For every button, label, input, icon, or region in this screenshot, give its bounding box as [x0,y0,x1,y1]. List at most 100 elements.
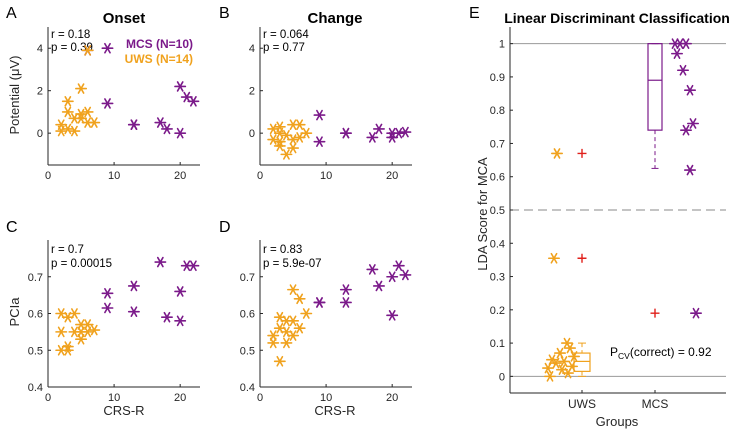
x-tick-label-d: 20 [386,392,398,404]
y-tick-label-a: 0 [37,128,43,140]
point-c-uws [81,326,94,338]
point-e-uws [548,252,560,264]
stat-r-d: r = 0.83 [263,244,302,256]
point-d-mcs [386,271,399,283]
point-e-uws [558,356,570,367]
point-d-mcs [386,310,399,321]
point-b-uws [267,134,280,145]
point-c-mcs [127,280,140,292]
point-d-mcs [399,269,412,281]
pcv-sub: CV [618,351,630,361]
point-e-uws [550,357,562,369]
point-d-mcs [392,260,405,272]
y-tick-label-c: 0.7 [28,272,43,284]
y-tick-label-e: 0.5 [490,205,505,217]
point-c-uws [68,308,81,319]
stat-r-a: r = 0.18 [51,29,90,41]
outlier-uws [577,148,587,158]
point-a-mcs [101,42,114,54]
x-tick-label-b: 0 [257,170,263,182]
y-tick-label-e: 0.2 [490,305,505,317]
point-a-mcs [127,119,140,130]
point-c-mcs [174,315,187,327]
point-d-mcs [339,297,352,308]
y-tick-label-d: 0.7 [240,272,255,284]
point-b-mcs [366,132,379,143]
point-b-mcs [392,127,405,139]
point-b-uws [273,140,286,152]
y-tick-label-b: 2 [249,86,255,98]
point-d-uws [280,337,293,349]
title-change: Change [307,10,362,27]
pcv-annotation: PCV(correct) = 0.92 [610,345,712,361]
x-tick-label-e: MCS [642,397,669,411]
stat-p-d: p = 5.9e-07 [263,258,322,270]
point-e-uws [544,371,556,382]
point-b-mcs [313,136,326,147]
point-d-uws [287,330,300,341]
pcv-rest: (correct) = 0.92 [630,345,712,359]
x-tick-label-d: 0 [257,392,263,404]
point-a-uws [81,106,94,118]
point-c-mcs [154,256,167,268]
stat-p-b: p = 0.77 [263,42,305,54]
x-tick-label-a: 0 [45,170,51,182]
y-tick-label-c: 0.5 [28,345,43,357]
box-mcs [647,43,663,131]
panel-letter-b: B [219,5,230,22]
ylabel-a: Potential (μV) [7,55,22,134]
xlabel-c: CRS-R [103,403,144,418]
y-tick-label-c: 0.6 [28,309,43,321]
point-a-uws [75,83,88,94]
xlabel-e: Groups [596,414,639,429]
point-e-mcs [684,84,696,96]
legend-mcs: MCS (N=10) [126,37,193,51]
point-e-uws [566,361,578,372]
point-b-mcs [339,127,352,139]
x-tick-label-c: 0 [45,392,51,404]
point-a-uws [61,123,74,135]
y-tick-label-b: 0 [249,128,255,140]
panel-letter-c: C [6,219,18,236]
point-b-mcs [372,123,385,135]
stat-p-c: p = 0.00015 [51,258,112,270]
point-d-mcs [366,264,379,275]
y-tick-label-e: 0.8 [490,105,505,117]
point-c-mcs [174,286,187,297]
point-e-mcs [690,307,702,319]
title-lda: Linear Discriminant Classification [504,10,730,26]
point-c-mcs [101,287,114,299]
point-a-uws [55,125,68,137]
x-tick-label-c: 20 [174,392,186,404]
x-tick-label-e: UWS [568,397,596,411]
panel-letter-d: D [219,219,231,236]
point-c-uws [55,326,68,338]
point-c-mcs [127,306,140,317]
panel-letter-a: A [6,5,17,22]
point-a-mcs [187,96,200,107]
point-e-uws [564,342,576,354]
point-a-mcs [160,123,173,135]
point-d-mcs [313,297,326,308]
point-d-mcs [339,284,352,295]
point-b-uws [273,127,286,139]
x-tick-label-b: 20 [386,170,398,182]
point-b-uws [287,134,300,145]
point-e-mcs [671,48,683,59]
point-d-uws [273,355,286,367]
ylabel-e: LDA Score for MCA [475,157,490,271]
point-a-uws [88,117,101,128]
point-a-uws [61,96,74,107]
point-e-uws [551,148,563,159]
y-tick-label-e: 0.7 [490,138,505,150]
point-e-uws [562,367,574,379]
point-c-mcs [160,311,173,323]
y-tick-label-a: 4 [37,43,43,55]
point-c-mcs [101,302,114,314]
outlier-uws [577,253,587,263]
pcv-main: P [610,345,618,359]
point-d-uws [293,293,306,305]
outlier-mcs [650,308,660,318]
